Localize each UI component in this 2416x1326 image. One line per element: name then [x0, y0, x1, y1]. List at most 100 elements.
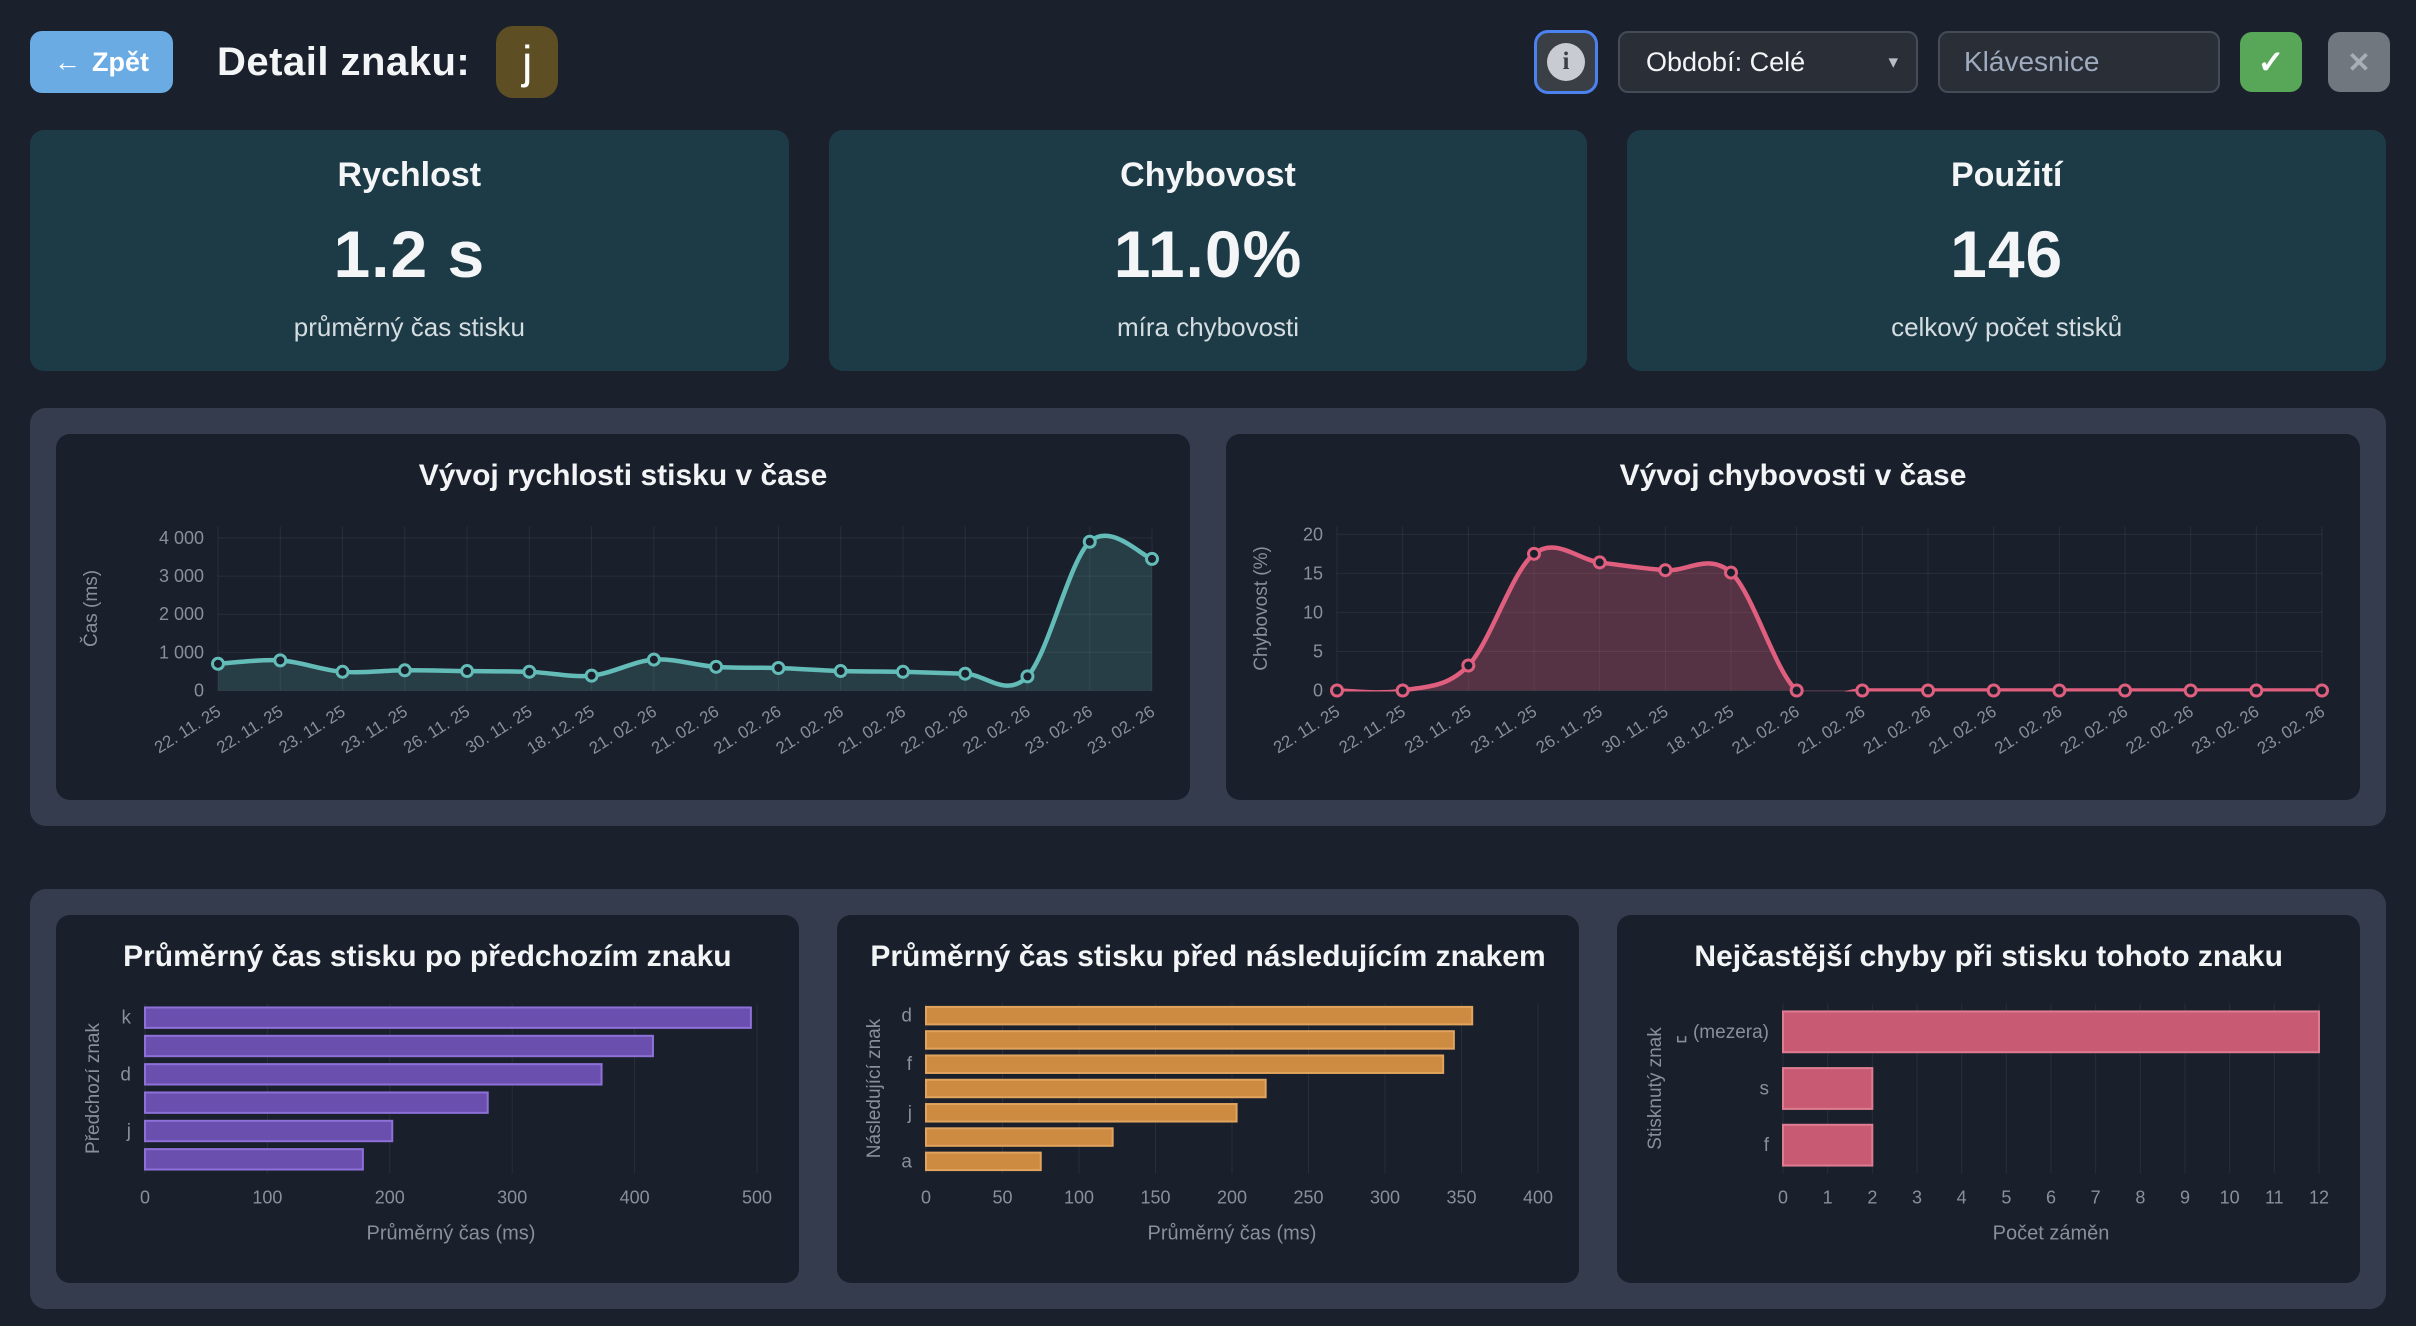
svg-text:23. 11. 25: 23. 11. 25: [1466, 702, 1539, 758]
chevron-down-icon: ▾: [1888, 51, 1898, 73]
chart-title: Průměrný čas stisku po předchozím znaku: [123, 940, 732, 973]
svg-text:23. 02. 26: 23. 02. 26: [1083, 702, 1157, 758]
svg-text:Následující znak: Následující znak: [864, 1018, 885, 1158]
back-button[interactable]: ← Zpět: [30, 31, 173, 93]
svg-text:22. 02. 26: 22. 02. 26: [2122, 702, 2196, 758]
svg-text:21. 02. 26: 21. 02. 26: [772, 702, 846, 758]
svg-text:26. 11. 25: 26. 11. 25: [400, 702, 473, 758]
svg-text:23. 11. 25: 23. 11. 25: [337, 702, 410, 758]
svg-text:Průměrný čas (ms): Průměrný čas (ms): [367, 1223, 536, 1245]
prev-char-bar-chart: 0 100 200 300 400 500 k d j Průměrný čas (ms) Před…: [83, 1003, 772, 1245]
svg-text:21. 02. 26: 21. 02. 26: [834, 702, 908, 758]
header: ← Zpět Detail znaku: j i Období: Celé ▾ …: [0, 0, 2416, 104]
chart-title: Průměrný čas stisku před následujícím zn…: [870, 940, 1546, 973]
next-char-bar-chart: 0 50 100 150 200 250 300 350 400 d f j a Průměrný čas…: [864, 1003, 1553, 1245]
svg-text:3 000: 3 000: [158, 566, 203, 586]
stat-title: Použití: [1950, 156, 2063, 194]
svg-text:350: 350: [1446, 1188, 1476, 1208]
svg-text:3: 3: [1912, 1188, 1922, 1208]
svg-text:0: 0: [1312, 681, 1322, 701]
svg-text:100: 100: [1064, 1188, 1094, 1208]
bar-charts-panel: Průměrný čas stisku po předchozím znaku …: [30, 889, 2386, 1309]
svg-text:0: 0: [140, 1188, 150, 1208]
svg-text:10: 10: [2219, 1188, 2239, 1208]
stat-title: Rychlost: [337, 156, 482, 194]
svg-text:4 000: 4 000: [158, 528, 203, 548]
next-char-chart-card: Průměrný čas stisku před následujícím zn…: [836, 915, 1580, 1283]
svg-text:5: 5: [1312, 641, 1322, 661]
svg-text:5: 5: [2001, 1188, 2011, 1208]
stat-title: Chybovost: [1120, 156, 1296, 194]
svg-text:22. 02. 26: 22. 02. 26: [959, 702, 1033, 758]
svg-text:j: j: [907, 1103, 912, 1124]
svg-text:150: 150: [1140, 1188, 1170, 1208]
stat-value: 11.0%: [1113, 216, 1303, 291]
svg-text:f: f: [907, 1054, 913, 1075]
svg-text:100: 100: [253, 1188, 283, 1208]
svg-text:6: 6: [2046, 1188, 2056, 1208]
svg-text:21. 02. 26: 21. 02. 26: [1794, 702, 1868, 758]
svg-text:50: 50: [992, 1188, 1012, 1208]
svg-text:22. 11. 25: 22. 11. 25: [213, 702, 286, 758]
svg-text:4: 4: [1956, 1188, 1966, 1208]
svg-text:30. 11. 25: 30. 11. 25: [1598, 702, 1671, 758]
svg-text:21. 02. 26: 21. 02. 26: [1991, 702, 2065, 758]
chart-title: Nejčastější chyby při stisku tohoto znak…: [1694, 940, 2283, 973]
svg-text:k: k: [122, 1008, 132, 1029]
back-label: Zpět: [92, 46, 149, 77]
svg-text:12: 12: [2309, 1188, 2329, 1208]
keyboard-input[interactable]: [1938, 31, 2220, 93]
svg-text:21. 02. 26: 21. 02. 26: [1859, 702, 1933, 758]
svg-text:0: 0: [1778, 1188, 1788, 1208]
stats-row: Rychlost 1.2 s průměrný čas stisku Chybo…: [30, 130, 2387, 371]
svg-text:␣ (mezera): ␣ (mezera): [1675, 1022, 1768, 1043]
svg-text:23. 02. 26: 23. 02. 26: [1021, 702, 1095, 758]
svg-text:26. 11. 25: 26. 11. 25: [1532, 702, 1605, 758]
svg-text:22. 11. 25: 22. 11. 25: [1269, 702, 1342, 758]
svg-text:21. 02. 26: 21. 02. 26: [648, 702, 722, 758]
svg-text:23. 11. 25: 23. 11. 25: [275, 702, 348, 758]
svg-text:21. 02. 26: 21. 02. 26: [1728, 702, 1802, 758]
svg-text:Průměrný čas (ms): Průměrný čas (ms): [1148, 1223, 1317, 1245]
stat-caption: průměrný čas stisku: [293, 312, 525, 342]
svg-text:9: 9: [2180, 1188, 2190, 1208]
svg-text:23. 02. 26: 23. 02. 26: [2253, 702, 2327, 758]
speed-chart-card: Vývoj rychlosti stisku v čase 0 1 000 2 00…: [56, 434, 1190, 800]
stat-caption: míra chybovosti: [1116, 312, 1300, 342]
mistakes-chart-card: Nejčastější chyby při stisku tohoto znak…: [1617, 915, 2361, 1283]
char-badge: j: [496, 26, 559, 98]
svg-text:18. 12. 25: 18. 12. 25: [523, 702, 597, 758]
svg-text:Chybovost (%): Chybovost (%): [1251, 546, 1272, 671]
period-select-value: Období: Celé: [1646, 46, 1806, 77]
svg-text:250: 250: [1293, 1188, 1323, 1208]
svg-text:Čas (ms): Čas (ms): [80, 570, 102, 647]
svg-text:1 000: 1 000: [158, 642, 203, 662]
chart-title: Vývoj chybovosti v čase: [1619, 459, 1967, 492]
svg-text:7: 7: [2090, 1188, 2100, 1208]
svg-text:2 000: 2 000: [158, 604, 203, 624]
close-button[interactable]: ✕: [2328, 32, 2390, 92]
stat-card-usage: Použití 146 celkový počet stisků: [1627, 130, 2387, 371]
svg-text:200: 200: [375, 1188, 405, 1208]
period-select[interactable]: Období: Celé ▾: [1618, 31, 1918, 93]
svg-text:21. 02. 26: 21. 02. 26: [585, 702, 659, 758]
svg-text:f: f: [1763, 1135, 1769, 1156]
confirm-button[interactable]: ✓: [2240, 32, 2302, 92]
svg-text:300: 300: [498, 1188, 528, 1208]
info-icon: i: [1547, 43, 1585, 81]
svg-text:10: 10: [1302, 602, 1322, 622]
svg-text:0: 0: [921, 1188, 931, 1208]
svg-text:300: 300: [1370, 1188, 1400, 1208]
svg-text:500: 500: [742, 1188, 772, 1208]
stat-value: 146: [1950, 216, 2064, 291]
info-button[interactable]: i: [1534, 30, 1598, 94]
svg-text:21. 02. 26: 21. 02. 26: [1925, 702, 1999, 758]
svg-text:11: 11: [2265, 1188, 2284, 1208]
stat-card-errors: Chybovost 11.0% míra chybovosti: [828, 130, 1588, 371]
svg-text:22. 11. 25: 22. 11. 25: [150, 702, 223, 758]
svg-text:1: 1: [1822, 1188, 1832, 1208]
